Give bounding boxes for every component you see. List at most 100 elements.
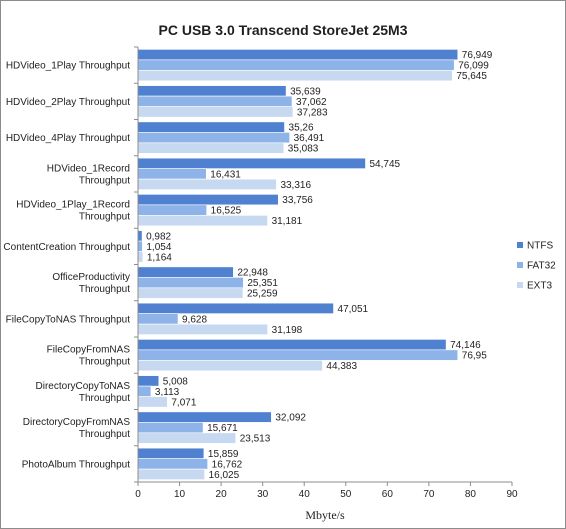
data-label: 44,383 (326, 361, 357, 372)
data-label: 36,491 (294, 133, 325, 144)
data-label: 15,859 (208, 449, 239, 460)
x-tick-label: 60 (382, 489, 394, 500)
bar-ntfs (137, 121, 285, 133)
data-label: 76,95 (462, 351, 487, 362)
bar-ext3 (137, 215, 268, 227)
legend-label-ntfs: NTFS (527, 241, 553, 252)
bar-ext3 (137, 178, 277, 190)
data-label: 32,092 (275, 413, 306, 424)
legend: NTFS FAT32 EXT3 (517, 241, 556, 292)
bar-ext3 (137, 468, 205, 480)
category-label: HDVideo_1Play Throughput (6, 61, 130, 72)
bar-fat32 (137, 385, 152, 397)
x-tick-label: 70 (423, 489, 435, 500)
bar-ext3 (137, 323, 268, 335)
bar-ntfs (137, 49, 459, 61)
bar-fat32 (137, 422, 204, 434)
data-label: 7,071 (171, 397, 196, 408)
category-label: FileCopyFromNAS Throughput (47, 345, 131, 368)
data-label: 75,645 (456, 71, 487, 82)
category-label: DirectoryCopyToNAS Throughput (36, 381, 131, 404)
bar-ext3 (137, 251, 144, 263)
data-label: 3,113 (155, 387, 180, 398)
data-label: 5,008 (163, 376, 188, 387)
category-label: ContentCreation Throughput (3, 242, 130, 253)
data-label: 37,283 (297, 107, 328, 118)
category-label: HDVideo_1Play_1Record Throughput (16, 200, 130, 223)
bar-ext3 (137, 287, 244, 299)
bar-fat32 (137, 458, 208, 470)
bar-ext3 (137, 106, 294, 118)
category-label: DirectoryCopyFromNAS Throughput (23, 417, 131, 440)
data-label: 76,949 (462, 50, 493, 61)
bar-ext3 (137, 360, 323, 372)
bar-fat32 (137, 277, 244, 289)
bar-ntfs (137, 339, 447, 351)
data-label: 33,316 (280, 180, 311, 191)
bar-ntfs (137, 375, 160, 387)
data-label: 22,948 (237, 268, 268, 279)
data-label: 76,099 (458, 61, 489, 72)
bar-ntfs (137, 157, 366, 169)
data-label: 16,025 (209, 470, 240, 481)
bar-fat32 (137, 132, 290, 144)
x-tick-label: 0 (135, 489, 141, 500)
bar-ntfs (137, 230, 143, 242)
bar-ext3 (137, 432, 237, 444)
data-label: 37,062 (296, 97, 327, 108)
bar-fat32 (137, 204, 207, 216)
data-label: 15,671 (207, 423, 238, 434)
data-label: 31,198 (272, 325, 303, 336)
x-tick-label: 40 (299, 489, 311, 500)
bar-ext3 (137, 70, 453, 82)
data-label: 0,982 (146, 231, 171, 242)
legend-label-fat32: FAT32 (527, 261, 556, 272)
bar-ext3 (137, 396, 168, 408)
legend-swatch-ext3 (517, 282, 523, 288)
bar-fat32 (137, 349, 459, 361)
category-label: HDVideo_4Play Throughput (6, 133, 130, 144)
bar-ntfs (137, 447, 205, 459)
data-label: 54,745 (369, 159, 400, 170)
x-tick-label: 30 (257, 489, 269, 500)
legend-swatch-fat32 (517, 262, 523, 268)
bar-ext3 (137, 142, 285, 154)
data-label: 9,628 (182, 314, 207, 325)
x-tick-label: 80 (465, 489, 477, 500)
plot-area: 76,949 35,639 35,26 54,745 33,756 0,982 22,948… (3, 46, 518, 500)
chart-title: PC USB 3.0 Transcend StoreJet 25M3 (159, 22, 408, 38)
bar-ntfs (137, 266, 234, 278)
bar-ntfs (137, 411, 272, 423)
category-label: PhotoAlbum Throughput (22, 459, 130, 470)
bar-fat32 (137, 95, 293, 107)
legend-swatch-ntfs (517, 242, 523, 248)
legend-label-ext3: EXT3 (527, 281, 552, 292)
data-label: 33,756 (282, 195, 313, 206)
bar-fat32 (137, 313, 179, 325)
data-label: 16,762 (212, 459, 243, 470)
data-label: 1,054 (146, 242, 171, 253)
data-label: 35,639 (290, 86, 321, 97)
data-label: 23,513 (240, 434, 271, 445)
category-label: FileCopyToNAS Throughput (6, 314, 131, 325)
bar-ntfs (137, 194, 279, 206)
data-label: 74,146 (450, 340, 481, 351)
data-label: 47,051 (338, 304, 369, 315)
category-label: OfficeProductivity Throughput (52, 272, 130, 295)
x-tick-label: 90 (506, 489, 518, 500)
category-label: HDVideo_2Play Throughput (6, 97, 130, 108)
bar-ntfs (137, 85, 287, 97)
data-label: 16,431 (210, 169, 241, 180)
data-label: 25,259 (247, 289, 278, 300)
data-label: 35,083 (288, 144, 319, 155)
x-tick-label: 50 (340, 489, 352, 500)
x-axis-label: Mbyte/s (305, 508, 345, 522)
data-label: 1,164 (147, 252, 172, 263)
x-tick-label: 20 (216, 489, 228, 500)
bar-fat32 (137, 240, 143, 252)
bar-ntfs (137, 302, 334, 314)
data-label: 25,351 (247, 278, 278, 289)
data-label: 16,525 (211, 206, 242, 217)
